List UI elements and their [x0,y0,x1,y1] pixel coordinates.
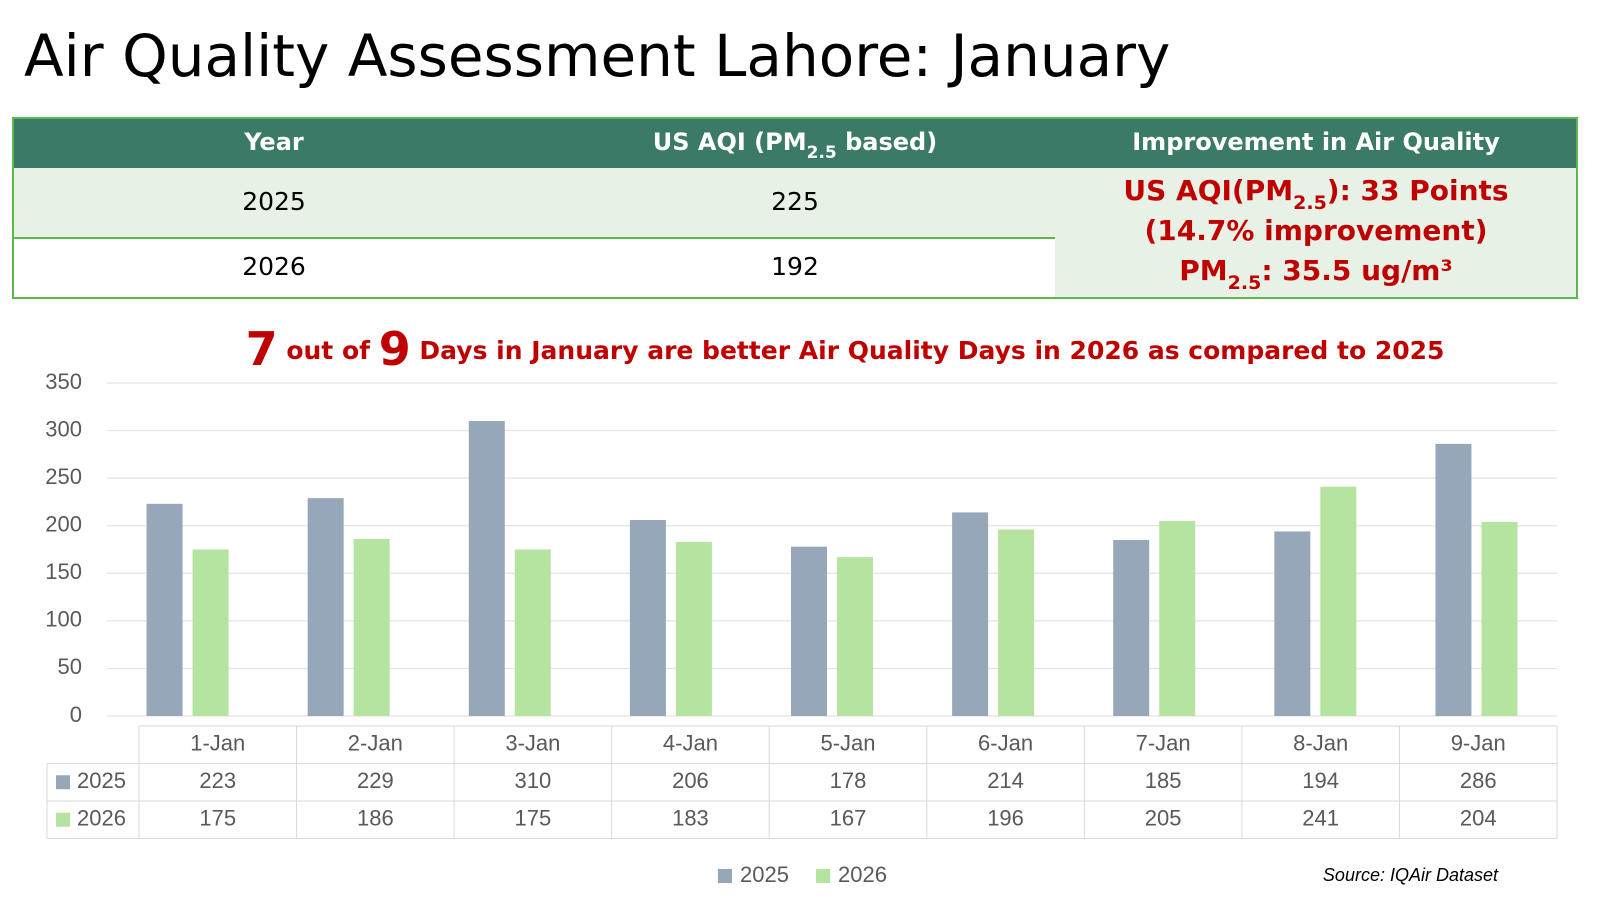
bar [837,557,873,716]
legend-swatch [718,869,732,883]
data-label: 178 [830,768,867,793]
bar [1435,443,1472,716]
table-border [12,117,1578,299]
data-label: 186 [357,806,394,831]
y-tick-label: 150 [45,559,82,584]
data-table-swatch [56,775,70,790]
data-label: 206 [672,768,709,793]
x-tick-label: 8-Jan [1293,731,1348,756]
bar [353,539,390,716]
table-header-part: US AQI (PM [653,128,807,156]
data-label: 175 [515,806,552,831]
bar [1481,521,1518,716]
subtitle-part: 7 [246,322,278,376]
bar [952,512,989,716]
data-label: 205 [1145,806,1182,831]
chart-subtitle: 7 out of 9 Days in January are better Ai… [246,322,1445,376]
data-label: 167 [830,806,867,831]
data-table-series-name: 2026 [77,806,126,831]
data-label: 194 [1302,768,1339,793]
table-header: Improvement in Air Quality [1132,128,1500,156]
y-tick-label: 300 [45,416,82,441]
bar [1113,539,1150,716]
improvement-line-part: 2.5 [1228,272,1262,294]
improvement-line-part: ): 33 Points [1327,174,1509,207]
slide-title: Air Quality Assessment Lahore: January [24,22,1170,90]
table-header-part: Year [243,128,304,156]
table-cell: 225 [771,187,819,216]
y-tick-label: 100 [45,607,82,632]
table-row-bg [13,168,1577,238]
table-header-bg [13,118,1577,168]
table-cell: 2026 [242,252,306,281]
data-table-swatch [56,812,70,827]
bar [192,549,229,716]
source-note: Source: IQAir Dataset [1323,865,1499,885]
improvement-line-part: US AQI(PM [1123,174,1293,207]
bar [629,520,666,716]
bar [1274,531,1311,716]
improvement-line: PM2.5: 35.5 ug/m³ [1179,254,1452,294]
bar [791,546,827,716]
improvement-line: (14.7% improvement) [1144,214,1487,247]
x-tick-label: 5-Jan [820,731,875,756]
data-label: 196 [987,806,1024,831]
data-label: 214 [987,768,1024,793]
x-tick-label: 4-Jan [663,731,718,756]
bar [307,498,344,716]
x-tick-label: 2-Jan [348,731,403,756]
legend-label: 2026 [838,862,887,887]
x-tick-label: 1-Jan [190,731,245,756]
y-tick-label: 200 [45,512,82,537]
subtitle-part: 9 [379,322,411,376]
improvement-line-part: (14.7% improvement) [1144,214,1487,247]
table-header: Year [243,128,304,156]
y-tick-label: 50 [58,654,82,679]
bar [1159,520,1196,716]
table-header: US AQI (PM2.5 based) [653,128,937,163]
improvement-line-part: : 35.5 ug/m³ [1261,254,1452,287]
table-header-part: Improvement in Air Quality [1132,128,1500,156]
data-label: 175 [199,806,236,831]
x-tick-label: 6-Jan [978,731,1033,756]
x-tick-label: 3-Jan [505,731,560,756]
data-label: 310 [515,768,552,793]
legend-label: 2025 [740,862,789,887]
subtitle-part: Days in January are better Air Quality D… [411,336,1445,365]
improvement-line-part: 2.5 [1293,192,1327,214]
bar [468,421,505,716]
data-label: 229 [357,768,394,793]
data-label: 204 [1460,806,1497,831]
data-table-series-name: 2025 [77,768,126,793]
subtitle-part: out of [278,336,379,365]
table-cell: 192 [771,252,819,281]
bar [146,503,183,716]
improvement-line-part: PM [1179,254,1227,287]
bar [675,541,712,716]
bar [514,549,551,716]
improvement-line: US AQI(PM2.5): 33 Points [1123,174,1508,214]
table-cell: 2025 [242,187,306,216]
data-label: 183 [672,806,709,831]
data-label: 185 [1145,768,1182,793]
data-label: 223 [199,768,236,793]
table-row-bg [13,238,1055,298]
x-tick-label: 7-Jan [1136,731,1191,756]
data-label: 286 [1460,768,1497,793]
bar [1320,486,1357,716]
table-header-part: 2.5 [807,143,837,163]
x-tick-label: 9-Jan [1451,731,1506,756]
y-tick-label: 250 [45,464,82,489]
y-tick-label: 0 [70,702,82,727]
legend-swatch [816,869,830,883]
improvement-cell-bg [1055,238,1577,298]
bar [998,529,1035,716]
table-header-part: based) [837,128,937,156]
data-label: 241 [1302,806,1339,831]
y-tick-label: 350 [45,369,82,394]
